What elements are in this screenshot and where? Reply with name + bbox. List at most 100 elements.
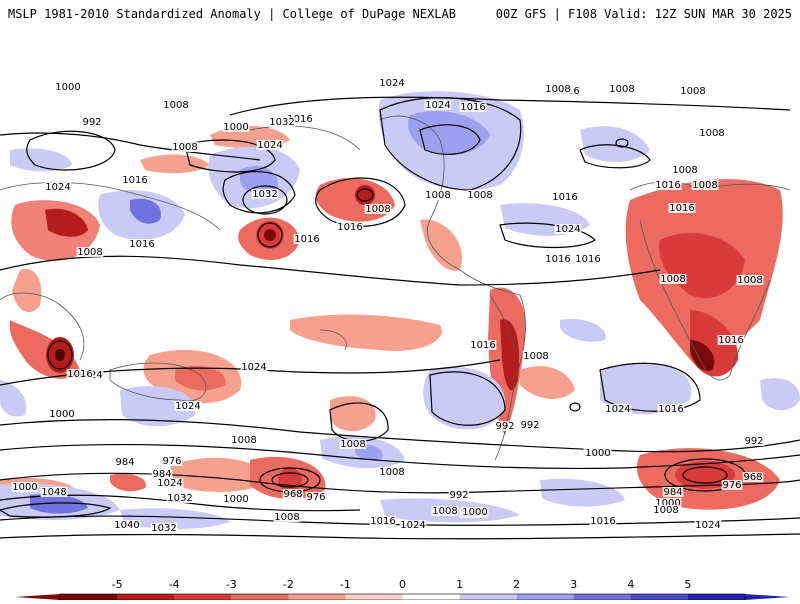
colorbar-tick-label: 3 (570, 578, 578, 591)
isobar-label: 1000 (223, 494, 248, 505)
isobar-label: 968 (283, 489, 302, 500)
colorbar-ramp (15, 593, 790, 601)
isobar-label: 1016 (655, 180, 680, 191)
isobar-label-bg (230, 435, 258, 445)
isobar-label: 1016 (658, 404, 683, 415)
map-title: MSLP 1981-2010 Standardized Anomaly | Co… (8, 7, 456, 21)
isobar-label-bg (679, 86, 707, 96)
isobar-label-bg (717, 335, 745, 345)
isobar-label-bg (364, 204, 392, 214)
isobar-label-bg (151, 469, 173, 479)
isobar-label-bg (736, 275, 764, 285)
isobar-label-bg (459, 102, 487, 112)
isobar-label: 1008 (379, 467, 404, 478)
isobar-label-bg (584, 448, 612, 458)
isobar-label: 1016 (552, 192, 577, 203)
isobar-label: 1008 (163, 100, 188, 111)
isobar-label: 1008 (340, 439, 365, 450)
isobar-label: 976 (162, 456, 181, 467)
isobar-label-bg (282, 489, 304, 499)
isobar-label-bg (378, 467, 406, 477)
isobar-label-bg (461, 507, 489, 517)
isobar-label: 1048 (41, 487, 66, 498)
isobar-label: 1032 (167, 493, 192, 504)
colorbar-segment (117, 594, 175, 600)
isobar-label-bg (44, 182, 72, 192)
colorbar-segment (459, 594, 518, 600)
isobar-label-bg (652, 505, 680, 515)
isobar-label: 1016 (294, 234, 319, 245)
isobar-label: 1016 (337, 222, 362, 233)
isobar-label-bg (339, 439, 367, 449)
isobar-label-bg (161, 456, 183, 466)
isobar-label-bg (721, 480, 743, 490)
isobar-label-bg (121, 175, 149, 185)
colorbar-segment (630, 594, 689, 600)
isobar-label-bg (268, 117, 296, 127)
isobar-label: 1008 (545, 84, 570, 95)
isobar-label-bg (668, 203, 696, 213)
isobar-label: 1000 (655, 498, 680, 509)
isobar-label: 976 (722, 480, 741, 491)
colorbar-segment (345, 594, 403, 600)
isobar-label: 1000 (223, 122, 248, 133)
isobar-label-bg (654, 180, 682, 190)
isobar-label-bg (256, 140, 284, 150)
isobar-label-bg (544, 84, 572, 94)
isobar-label-bg (171, 142, 199, 152)
isobar-label-bg (519, 420, 541, 430)
isobar-label: 1008 (653, 505, 678, 516)
colorbar-segment (231, 594, 289, 600)
colorbar-segment (402, 594, 461, 600)
isobar-label-bg (671, 165, 699, 175)
isobar-label-bg (114, 457, 136, 467)
colorbar-tick-label: 0 (399, 578, 406, 591)
isobar-label-bg (691, 180, 719, 190)
isobar-label-bg (466, 190, 494, 200)
isobar-label-bg (128, 239, 156, 249)
isobar-label-bg (286, 114, 314, 124)
isobar-label-bg (336, 222, 364, 232)
isobar-label: 1008 (77, 247, 102, 258)
isobar-label: 984 (152, 469, 171, 480)
isobar-label-bg (494, 421, 516, 431)
isobar-label-bg (742, 472, 764, 482)
isobar-label-bg (150, 523, 178, 533)
isobar-label-bg (608, 84, 636, 94)
colorbar-tick-label: -5 (111, 578, 123, 591)
isobar-label: 1016 (122, 175, 147, 186)
isobar-label-bg (113, 520, 141, 530)
isobar-label-bg (273, 512, 301, 522)
isobar-label: 1008 (467, 190, 492, 201)
isobar-label-bg (589, 516, 617, 526)
isobar-label-bg (424, 190, 452, 200)
title-bar: MSLP 1981-2010 Standardized Anomaly | Co… (0, 0, 800, 30)
isobar-label-bg (162, 100, 190, 110)
colorbar-tick-label: -1 (339, 578, 351, 591)
isobar-label: 1008 (672, 165, 697, 176)
isobar-label: 1024 (157, 478, 182, 489)
colorbar-tick-label: 4 (627, 578, 635, 591)
isobar-label-bg (240, 362, 268, 372)
isobar-label: 1016 (718, 335, 743, 346)
isobar-label-bg (694, 520, 722, 530)
colorbar-segment (516, 594, 575, 600)
colorbar-segment (60, 594, 118, 600)
isobar-label: 1000 (12, 482, 37, 493)
isobar-label: 984 (663, 487, 682, 498)
isobar-label: 1008 (274, 512, 299, 523)
isobar-label: 992 (449, 490, 468, 501)
isobar-label: 1024 (45, 182, 70, 193)
isobar-label-bg (698, 128, 726, 138)
isobar-label: 984 (115, 457, 134, 468)
isobar-label: 1016 (590, 516, 615, 527)
isobar-label-bg (662, 487, 684, 497)
colorbar-tick-label: -4 (168, 578, 180, 591)
isobar-label-bg (431, 506, 459, 516)
isobar-label-bg (76, 247, 104, 257)
isobar-label: 1008 (737, 275, 762, 286)
isobar-label: 976 (306, 492, 325, 503)
isobar-label: 1008 (172, 142, 197, 153)
